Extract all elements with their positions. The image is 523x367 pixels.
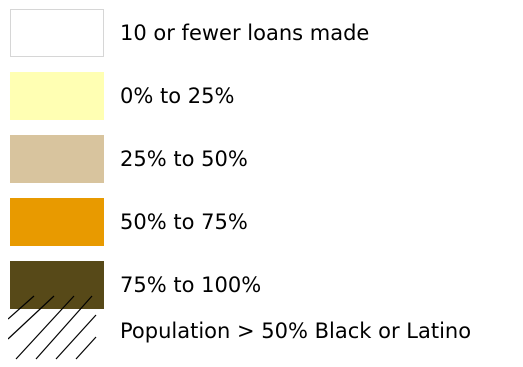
legend-label-75-100: 75% to 100% xyxy=(120,273,262,297)
legend-label-majority-black-latino: Population > 50% Black or Latino xyxy=(120,319,472,343)
legend-label-0-25: 0% to 25% xyxy=(120,84,235,108)
legend-item-few-loans: 10 or fewer loans made xyxy=(10,9,523,57)
legend-swatch-0-25 xyxy=(10,72,104,120)
diagonal-hatch-icon xyxy=(8,295,97,360)
legend-swatch-few-loans xyxy=(10,9,104,57)
legend-item-25-50: 25% to 50% xyxy=(10,135,523,183)
legend-item-0-25: 0% to 25% xyxy=(10,72,523,120)
legend-swatch-50-75 xyxy=(10,198,104,246)
legend-item-majority-black-latino: Population > 50% Black or Latino xyxy=(8,295,523,361)
legend-item-75-100: 75% to 100% xyxy=(10,261,523,309)
legend-label-25-50: 25% to 50% xyxy=(120,147,248,171)
legend-item-50-75: 50% to 75% xyxy=(10,198,523,246)
legend-swatch-25-50 xyxy=(10,135,104,183)
legend-label-50-75: 50% to 75% xyxy=(120,210,248,234)
legend-label-few-loans: 10 or fewer loans made xyxy=(120,21,370,45)
